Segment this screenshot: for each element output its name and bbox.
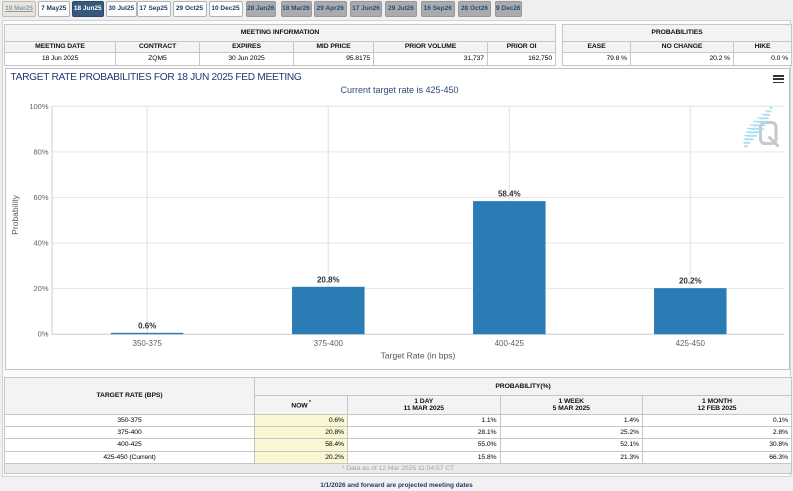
svg-text:60%: 60%	[33, 193, 48, 202]
svg-text:58.4%: 58.4%	[498, 190, 521, 199]
svg-text:350-375: 350-375	[133, 339, 163, 348]
svg-text:20%: 20%	[33, 284, 48, 293]
svg-text:0.6%: 0.6%	[138, 321, 156, 330]
svg-text:Probability: Probability	[10, 194, 20, 234]
svg-text:40%: 40%	[33, 239, 48, 248]
svg-text:100%: 100%	[29, 102, 49, 111]
svg-text:375-400: 375-400	[314, 339, 344, 348]
svg-text:80%: 80%	[33, 147, 48, 156]
svg-text:Target Rate (in bps): Target Rate (in bps)	[381, 351, 456, 361]
svg-text:425-450: 425-450	[676, 339, 706, 348]
svg-text:20.2%: 20.2%	[679, 277, 702, 286]
svg-text:400-425: 400-425	[495, 339, 525, 348]
svg-text:20.8%: 20.8%	[317, 275, 340, 284]
svg-text:0%: 0%	[38, 330, 49, 339]
